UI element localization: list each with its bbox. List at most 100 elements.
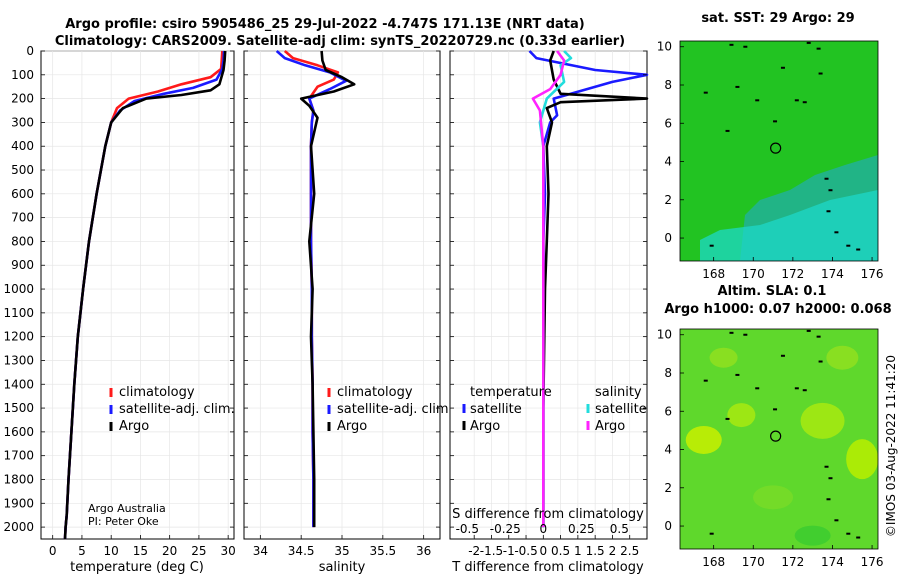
island xyxy=(826,498,831,501)
island xyxy=(703,91,708,94)
map-y-tick-label: 2 xyxy=(664,193,672,207)
y-tick-label: 1700 xyxy=(3,449,34,463)
island xyxy=(816,335,821,338)
map-y-tick-label: 10 xyxy=(657,40,672,54)
x-tick-label: 25 xyxy=(191,544,206,558)
legend-argo-label: Argo xyxy=(337,419,367,434)
map-x-tick-label: 170 xyxy=(742,555,765,569)
y-tick-label: 2000 xyxy=(3,520,34,534)
map-y-tick-label: 4 xyxy=(664,155,672,169)
island xyxy=(755,387,760,390)
island xyxy=(802,101,807,104)
island xyxy=(773,120,778,123)
y-tick-label: 0 xyxy=(26,44,34,58)
map-x-tick-label: 174 xyxy=(821,555,844,569)
sla-map-subtitle: Argo h1000: 0.07 h2000: 0.068 xyxy=(664,302,891,317)
x-tick-label: -1 xyxy=(503,544,515,558)
y-tick-label: 800 xyxy=(11,234,34,248)
island xyxy=(846,244,851,247)
y-tick-label: 1000 xyxy=(3,282,34,296)
island xyxy=(709,532,714,535)
legend-t-satellite-label: satellite xyxy=(470,402,522,417)
island xyxy=(806,329,811,332)
y-tick-label: 700 xyxy=(11,211,34,225)
map-y-tick-label: 4 xyxy=(664,443,672,457)
sla-map-title: Altim. SLA: 0.1 xyxy=(718,284,827,299)
sst-map-panel: sat. SST: 29 Argo: 29 168 170 172 174 176 0 2 4… xyxy=(657,11,884,281)
map-y-tick-label: 6 xyxy=(664,404,672,418)
sst-map-title: sat. SST: 29 Argo: 29 xyxy=(701,11,854,26)
x-tick-label: 35.5 xyxy=(369,544,396,558)
sla-patch xyxy=(727,403,756,428)
x-tick-label: 35 xyxy=(334,544,349,558)
sla-anomaly-patches xyxy=(685,345,879,546)
s-tick-label: 0.5 xyxy=(610,522,629,536)
y-tick-label: 600 xyxy=(11,187,34,201)
island xyxy=(729,43,734,46)
legend-temperature-title: temperature xyxy=(470,385,552,400)
island xyxy=(828,189,833,192)
legend-climatology-label: climatology xyxy=(119,385,195,400)
y-tick-label: 300 xyxy=(11,115,34,129)
island xyxy=(735,85,740,88)
island xyxy=(794,387,799,390)
salinity-xlabel: salinity xyxy=(319,560,366,575)
y-tick-label: 500 xyxy=(11,163,34,177)
y-tick-label: 1600 xyxy=(3,425,34,439)
legend-argo-label: Argo xyxy=(119,419,149,434)
island xyxy=(818,360,823,363)
sla-map-frame xyxy=(679,328,879,550)
y-tick-label: 1300 xyxy=(3,353,34,367)
island xyxy=(743,333,748,336)
island xyxy=(773,408,778,411)
island xyxy=(755,99,760,102)
map-x-tick-label: 176 xyxy=(861,267,884,281)
difference-legend: temperature salinity satellite Argo sate… xyxy=(462,385,647,434)
salinity-difference-xlabel: S difference from climatology xyxy=(452,507,644,522)
island xyxy=(856,536,861,539)
map-x-tick-label: 176 xyxy=(861,555,884,569)
legend-satellite-label: satellite-adj. clim. xyxy=(337,402,453,417)
sst-argo-location-marker xyxy=(770,142,782,154)
series-line-argo-s- xyxy=(531,50,566,528)
temperature-axes-frame xyxy=(40,50,235,540)
map-x-tick-label: 172 xyxy=(781,267,804,281)
legend-s-argo-label: Argo xyxy=(595,419,625,434)
temperature-panel: 0100200300400500600700800900100011001200… xyxy=(3,44,235,575)
x-tick-label: -0.5 xyxy=(514,544,537,558)
x-tick-label: 2 xyxy=(609,544,617,558)
sst-map-coastlines xyxy=(703,41,861,251)
island xyxy=(818,72,823,75)
y-tick-label: 1800 xyxy=(3,472,34,486)
s-tick-label: 0 xyxy=(539,522,547,536)
map-y-tick-label: 0 xyxy=(664,231,672,245)
island xyxy=(824,465,829,468)
map-y-tick-label: 2 xyxy=(664,481,672,495)
island xyxy=(729,331,734,334)
y-tick-label: 900 xyxy=(11,258,34,272)
x-tick-label: 1 xyxy=(574,544,582,558)
x-tick-label: 2.5 xyxy=(620,544,639,558)
sla-map-panel: Altim. SLA: 0.1 Argo h1000: 0.07 h2000: … xyxy=(657,284,892,569)
map-y-tick-label: 10 xyxy=(657,328,672,342)
island xyxy=(725,417,730,420)
difference-panel: -2 -1.5 -1 -0.5 0 0.5 1 1.5 2 2.5-0.5 -0.25 0 0.25 0.… xyxy=(449,50,649,575)
legend-t-argo-label: Argo xyxy=(470,419,500,434)
temperature-difference-xlabel: T difference from climatology xyxy=(451,560,644,575)
map-y-tick-label: 0 xyxy=(664,519,672,533)
map-y-tick-label: 8 xyxy=(664,366,672,380)
y-tick-label: 100 xyxy=(11,68,34,82)
island xyxy=(834,519,839,522)
legend-satellite-label: satellite-adj. clim. xyxy=(119,402,235,417)
x-tick-label: 20 xyxy=(162,544,177,558)
x-tick-label: 0 xyxy=(539,544,547,558)
y-tick-label: 1900 xyxy=(3,496,34,510)
sla-patch xyxy=(709,347,738,368)
y-tick-label: 1400 xyxy=(3,377,34,391)
map-y-tick-label: 6 xyxy=(664,116,672,130)
x-tick-label: 0.5 xyxy=(551,544,570,558)
x-tick-label: 1.5 xyxy=(586,544,605,558)
x-tick-label: 34.5 xyxy=(288,544,315,558)
series-line-argo xyxy=(63,50,227,540)
